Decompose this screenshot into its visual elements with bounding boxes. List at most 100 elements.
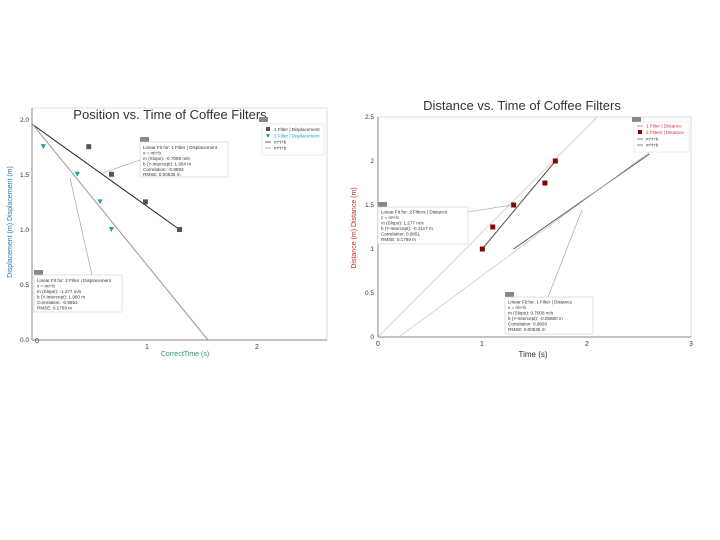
left-series-1-point-1: [74, 171, 80, 177]
right-annotation-1-box: [377, 206, 469, 245]
left-annotation-2: Linear Fit for: 2 Filter | Displacement …: [33, 177, 123, 313]
right-annotation-2-line-4: Correlation: 0.9993: [508, 322, 548, 327]
left-legend-label-0: 1 Filter | Displacement: [274, 127, 320, 132]
right-x-axis-label: Time (s): [518, 350, 547, 359]
left-marks-layer: [40, 144, 182, 233]
left-annotation-1-leader: [99, 159, 141, 175]
right-legend-marker-1: [638, 130, 642, 134]
left-series-0-point-3: [177, 227, 182, 233]
left-annotation-2-line-5: RMSE: 0.1769 m: [37, 306, 72, 311]
left-annotation-1-line-4: Correlation: -0.9993: [143, 167, 184, 172]
left-legend-label-2: m*t+b: [274, 140, 287, 145]
left-x-tick-1: 1: [145, 344, 149, 351]
left-legend-marker-1: [266, 134, 270, 138]
left-annotation-2-line-1: x = mt+b: [37, 284, 55, 289]
right-annotation-2-box: [504, 296, 594, 335]
left-series-0-point-1: [108, 171, 114, 177]
right-series-1-point-1: [490, 224, 496, 230]
right-x-tick-2: 2: [585, 341, 589, 348]
left-y-axis-label: Displacement (m) Displacement (m): [7, 166, 14, 278]
right-y-tick-1: 0.5: [365, 290, 374, 297]
left-annotation-1-line-2: m (Slope): -0.7008 m/s: [143, 156, 190, 161]
right-y-tick-2: 1: [370, 246, 374, 253]
right-annotation-1-line-4: Correlation: 0.9851: [381, 232, 421, 237]
left-annotation-1: Linear Fit for: 1 Filter | Displacement …: [99, 137, 229, 178]
left-x-tick-2: 2: [255, 344, 259, 351]
left-annotation-1-handle: [140, 137, 149, 142]
left-legend: 1 Filter | Displacement 2 Filter | Displ…: [259, 117, 325, 156]
right-chart: Distance vs. Time of Coffee Filters 0 1 …: [351, 98, 693, 359]
right-fit-line-3: [513, 153, 650, 250]
left-legend-marker-0: [266, 127, 270, 131]
right-guide-line-5: [398, 151, 650, 338]
right-x-tick-3: 3: [689, 341, 693, 348]
right-annotation-2-leader: [547, 209, 583, 298]
left-legend-box: [261, 123, 325, 156]
left-series-0-point-0: [86, 144, 92, 150]
left-annotation-1-line-0: Linear Fit for: 1 Filter | Displacement: [143, 145, 218, 150]
left-annotation-2-box: [33, 274, 123, 313]
left-chart: Position vs. Time of Coffee Filters 0 1 …: [7, 107, 328, 358]
left-annotation-1-line-1: x = mt+b: [143, 151, 161, 156]
right-series-1-point-3: [542, 180, 548, 186]
left-annotation-2-line-4: Correlation: -0.9851: [37, 300, 78, 305]
left-annotation-2-line-2: m (Slope): -1.277 m/s: [37, 289, 82, 294]
left-series-1-point-3: [108, 227, 114, 233]
left-annotation-1-line-5: RMSE: 0.00535 m: [143, 172, 181, 177]
right-series-1-point-2: [511, 202, 517, 208]
right-annotation-2: Linear Fit for: 1 Filter | Distance x = …: [504, 209, 594, 335]
right-annotation-1-line-2: m (Slope): 1.277 m/s: [381, 221, 424, 226]
left-series-0-point-2: [142, 199, 148, 205]
right-legend-label-2: m*t+b: [646, 137, 659, 142]
right-annotation-1-handle: [378, 202, 387, 207]
left-annotation-2-leader: [69, 177, 93, 276]
left-x-tick-0: 0: [35, 338, 39, 345]
left-y-tick-3: 1.5: [20, 172, 29, 179]
right-legend-label-0: 1 Filter | Distance: [646, 124, 682, 129]
left-x-axis-label: CorrectTime (s): [161, 351, 209, 358]
right-legend-label-3: m*t+b: [646, 143, 659, 148]
left-y-tick-1: 0.5: [20, 282, 29, 289]
left-y-tick-0: 0.0: [20, 337, 29, 344]
left-fit-line-3: [31, 123, 209, 341]
right-annotation-1-line-0: Linear Fit for: 2 Filters | Distance: [381, 210, 448, 215]
left-y-tick-4: 2.0: [20, 117, 29, 124]
right-guide-line-4: [377, 116, 598, 338]
left-y-tick-2: 1.0: [20, 227, 29, 234]
left-series-1-point-2: [97, 199, 103, 205]
right-y-tick-0: 0: [370, 334, 374, 341]
right-chart-title: Distance vs. Time of Coffee Filters: [423, 98, 621, 113]
right-y-tick-4: 2: [370, 158, 374, 165]
right-legend: 1 Filter | Distance 2 Filters | Distance…: [632, 117, 690, 153]
right-series-1-point-4: [552, 158, 558, 164]
right-y-tick-5: 2.5: [365, 114, 374, 121]
left-annotation-2-line-0: Linear Fit for: 2 Filter | Displacement: [37, 278, 112, 283]
right-annotation-2-line-3: b (Y-Intercept): -0.05880 m: [508, 316, 563, 321]
right-y-tick-3: 1.5: [365, 202, 374, 209]
right-annotation-1-line-1: x = mt+b: [381, 215, 399, 220]
right-series-1-point-0: [479, 246, 485, 252]
left-fit-line-2: [31, 123, 180, 230]
right-x-tick-1: 1: [480, 341, 484, 348]
right-marks-layer: [479, 158, 558, 252]
left-chart-title: Position vs. Time of Coffee Filters: [73, 107, 267, 122]
right-annotation-1-leader: [467, 204, 513, 213]
right-annotation-1-line-5: RMSE: 0.1769 m: [381, 237, 416, 242]
left-lines-layer: [31, 123, 209, 341]
left-legend-label-1: 2 Filter | Displacement: [274, 134, 320, 139]
left-annotation-2-handle: [34, 270, 43, 275]
right-fit-line-2: [481, 160, 556, 250]
right-annotation-2-line-1: x = mt+b: [508, 305, 526, 310]
left-legend-label-3: m*t+b: [274, 146, 287, 151]
left-annotation-1-line-3: b (Y-Intercept): 1.954 m: [143, 162, 191, 167]
right-lines-layer: [377, 116, 650, 338]
left-annotation-2-line-3: b (Y-Intercept): 1.960 m: [37, 295, 85, 300]
right-x-tick-0: 0: [376, 341, 380, 348]
right-annotation-2-handle: [505, 292, 514, 297]
right-legend-label-1: 2 Filters | Distance: [646, 130, 684, 135]
right-annotation-1: Linear Fit for: 2 Filters | Distance x =…: [377, 202, 513, 245]
right-annotation-2-line-2: m (Slope): 0.7008 m/s: [508, 311, 554, 316]
right-annotation-2-line-0: Linear Fit for: 1 Filter | Distance: [508, 300, 572, 305]
right-legend-handle: [632, 117, 641, 122]
